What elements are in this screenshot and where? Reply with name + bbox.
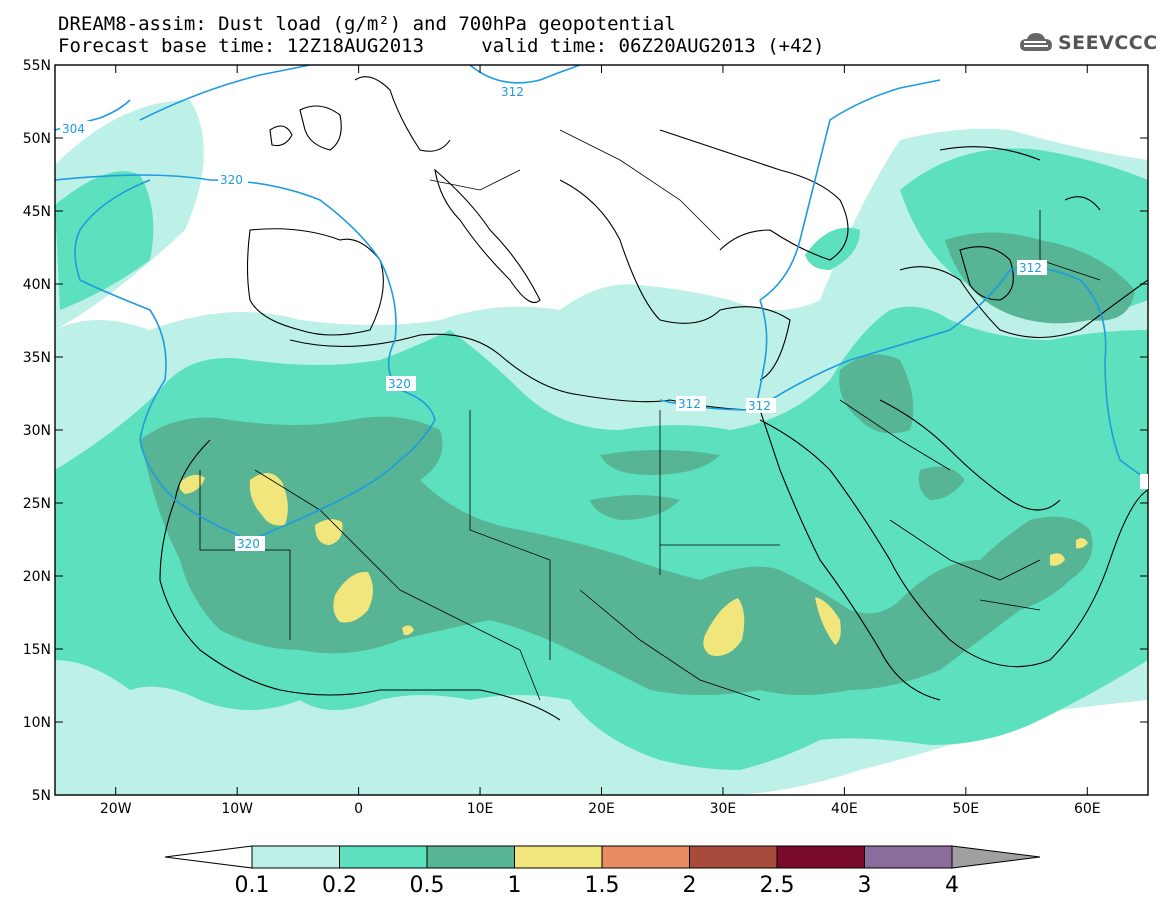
colorbar-label: 4 bbox=[945, 873, 959, 898]
colorbar-label: 0.1 bbox=[235, 873, 270, 898]
colorbar-segment bbox=[601, 845, 690, 869]
contour-label-312-b: 312 bbox=[746, 398, 776, 413]
contour-label-320-c: 320 bbox=[235, 536, 265, 551]
lat-tick-label: 45N bbox=[23, 204, 51, 220]
latitude-axis: 55N 50N 45N 40N 35N 30N 25N 20N 15N 10N 5N bbox=[23, 58, 1148, 804]
colorbar-segment bbox=[339, 845, 428, 869]
colorbar-low-arrow bbox=[164, 845, 253, 869]
colorbar-label: 2.5 bbox=[760, 873, 795, 898]
svg-text:304: 304 bbox=[62, 122, 85, 136]
logo-text: SEEVCCC bbox=[1058, 32, 1158, 54]
lon-tick-label: 40E bbox=[831, 801, 858, 817]
contour-labels: 304 312 312 320 320 320 312 312 bbox=[60, 84, 1148, 551]
lat-tick-label: 30N bbox=[23, 423, 51, 439]
contour-label-312-a: 312 bbox=[676, 396, 706, 411]
valid-time-label: valid time: 06Z20AUG2013 (+42) bbox=[481, 35, 825, 57]
lon-tick-label: 20E bbox=[588, 801, 615, 817]
lat-tick-label: 40N bbox=[23, 277, 51, 293]
colorbar-segment bbox=[514, 845, 603, 869]
lon-tick-label: 20W bbox=[100, 801, 132, 817]
colorbar-label: 1 bbox=[508, 873, 522, 898]
colorbar-label: 1.5 bbox=[585, 873, 620, 898]
colorbar-segment bbox=[689, 845, 778, 869]
colorbar-high-arrow bbox=[951, 845, 1041, 869]
chart-title: DREAM8-assim: Dust load (g/m²) and 700hP… bbox=[58, 13, 676, 35]
lon-tick-label: 10E bbox=[467, 801, 494, 817]
contour-label-320-b: 320 bbox=[386, 376, 416, 391]
lat-tick-label: 35N bbox=[23, 350, 51, 366]
svg-text:312: 312 bbox=[501, 85, 524, 99]
svg-text:312: 312 bbox=[748, 399, 771, 413]
lat-tick-label: 5N bbox=[32, 788, 51, 804]
colorbar-label: 0.2 bbox=[322, 873, 357, 898]
lat-tick-label: 20N bbox=[23, 569, 51, 585]
colorbar-segment bbox=[864, 845, 953, 869]
dust-level-0.5 bbox=[140, 232, 1135, 695]
lon-tick-label: 60E bbox=[1074, 801, 1101, 817]
svg-text:312: 312 bbox=[1019, 261, 1042, 275]
svg-text:320: 320 bbox=[388, 377, 411, 391]
lat-tick-label: 55N bbox=[23, 58, 51, 74]
seevccc-logo: SEEVCCC bbox=[1018, 28, 1158, 58]
lon-tick-label: 30E bbox=[710, 801, 737, 817]
lon-tick-label: 0 bbox=[354, 801, 363, 817]
longitude-axis: 20W 10W 0 10E 20E 30E 40E 50E 60E bbox=[100, 65, 1101, 817]
contour-label-312-north: 312 bbox=[499, 84, 529, 99]
svg-text:312: 312 bbox=[678, 397, 701, 411]
colorbar-label: 3 bbox=[858, 873, 872, 898]
colorbar: 0.1 0.2 0.5 1 1.5 2 2.5 3 4 bbox=[164, 845, 1041, 898]
lon-tick-label: 10W bbox=[221, 801, 253, 817]
svg-text:320: 320 bbox=[220, 173, 243, 187]
contour-label-320-a: 320 bbox=[218, 172, 248, 187]
lat-tick-label: 15N bbox=[23, 642, 51, 658]
colorbar-segment bbox=[776, 845, 865, 869]
dust-level-1 bbox=[179, 472, 1088, 656]
contour-label-304: 304 bbox=[60, 121, 90, 136]
colorbar-label: 0.5 bbox=[410, 873, 445, 898]
lat-tick-label: 50N bbox=[23, 131, 51, 147]
lat-tick-label: 25N bbox=[23, 496, 51, 512]
contour-label-312-caspian: 312 bbox=[1017, 260, 1047, 275]
dust-field bbox=[55, 65, 1148, 795]
base-time-label: Forecast base time: 12Z18AUG2013 bbox=[58, 35, 425, 57]
lon-tick-label: 50E bbox=[952, 801, 979, 817]
contour-label-312-c bbox=[1140, 474, 1148, 489]
cloud-icon bbox=[1020, 33, 1052, 51]
svg-text:320: 320 bbox=[237, 537, 260, 551]
time-info: Forecast base time: 12Z18AUG2013 valid t… bbox=[58, 36, 824, 56]
colorbar-label: 2 bbox=[683, 873, 697, 898]
colorbar-segment bbox=[251, 845, 340, 869]
colorbar-segment bbox=[426, 845, 515, 869]
lat-tick-label: 10N bbox=[23, 715, 51, 731]
